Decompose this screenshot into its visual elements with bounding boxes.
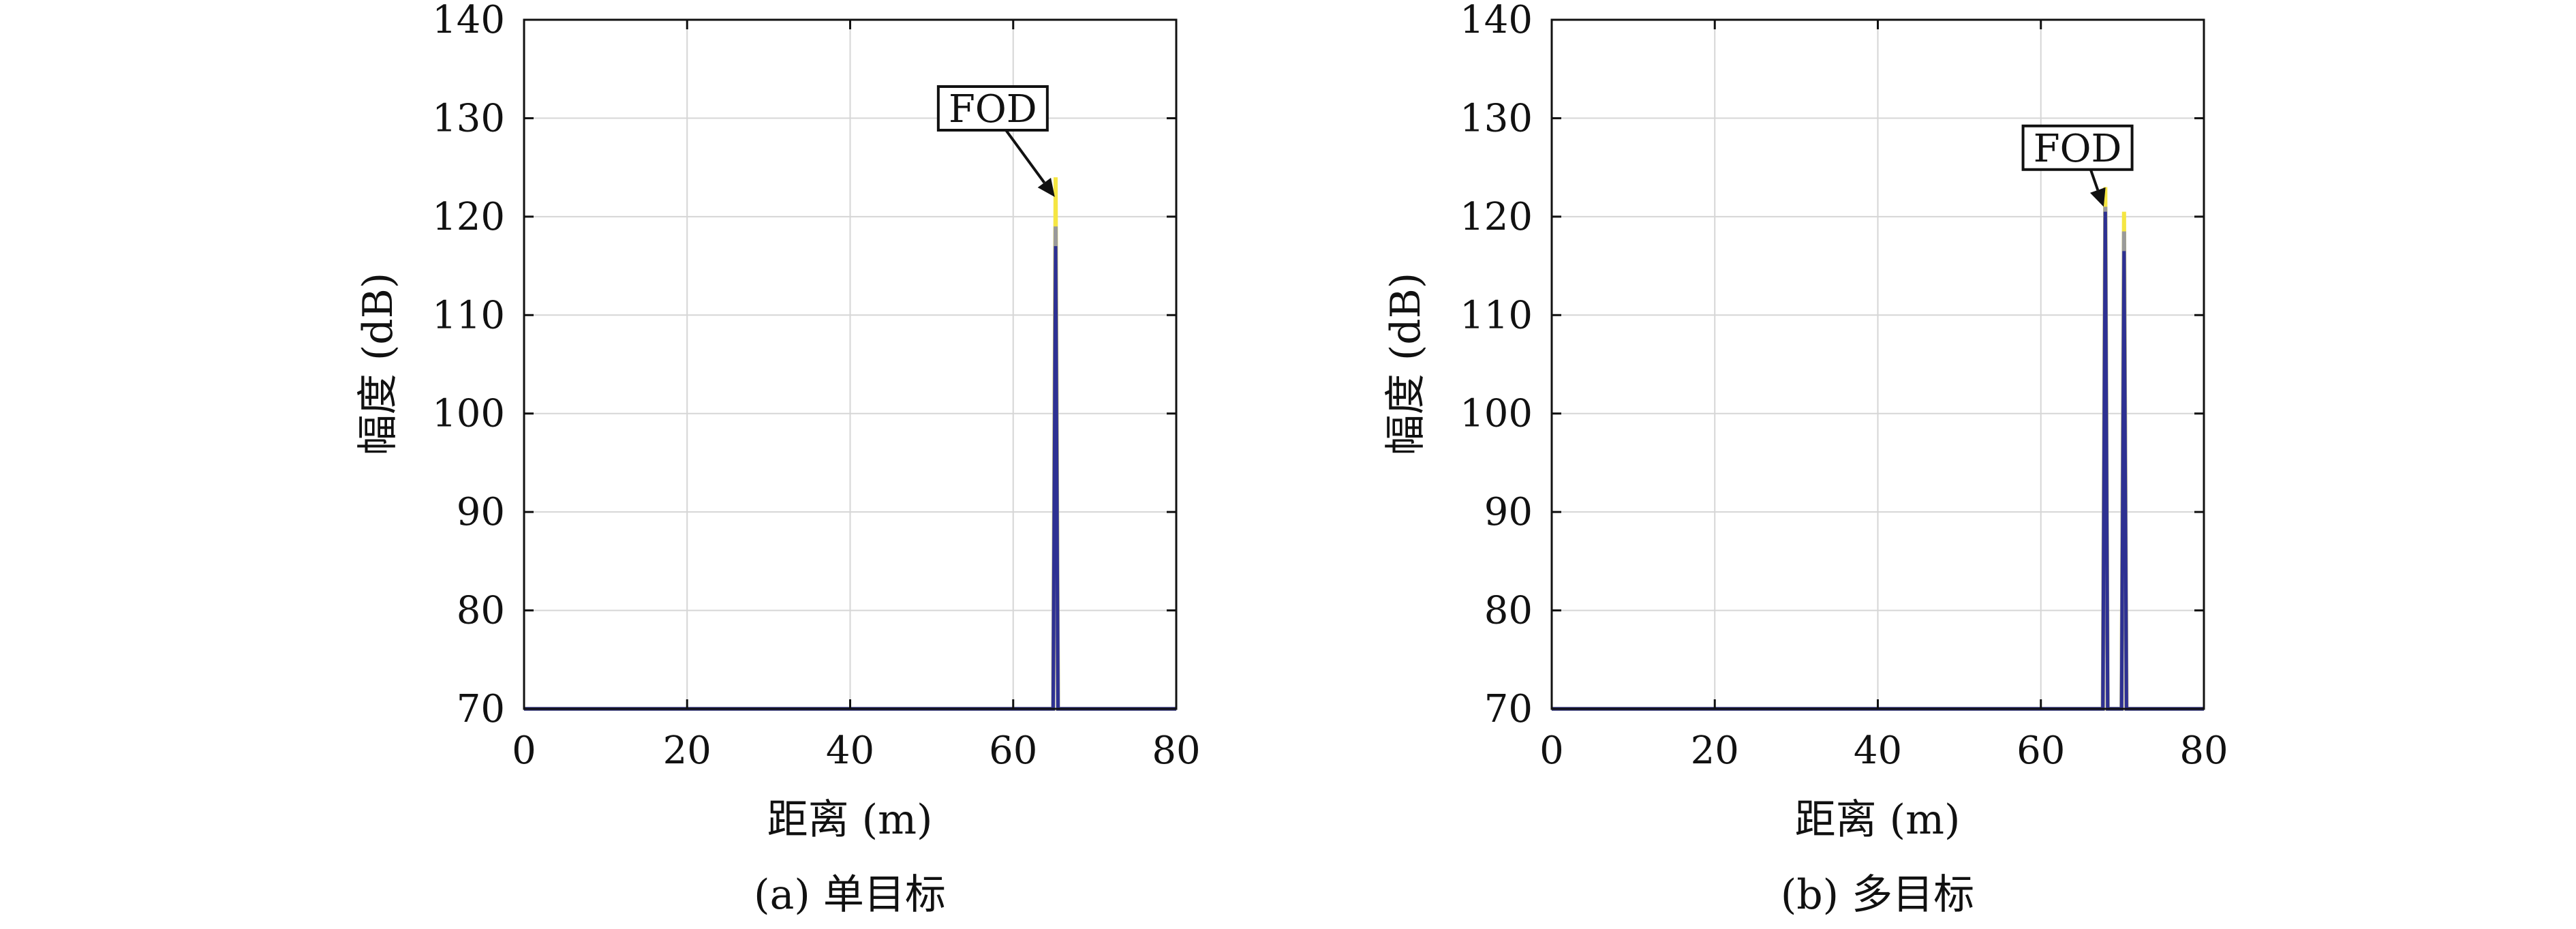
panel-a-y-tick-label-2: 90 bbox=[457, 490, 505, 534]
panel-a-tick-labels: 0 20 40 60 80 70 80 90 100 110 120 130 140 bbox=[432, 0, 1201, 773]
panel-b-y-tick-label-3: 100 bbox=[1460, 392, 1533, 436]
panel-a-x-tick-label-1: 20 bbox=[663, 729, 711, 773]
panel-b-y-tick-label-0: 70 bbox=[1484, 687, 1533, 731]
panel-b-tick-labels: 0 20 40 60 80 70 80 90 100 110 120 130 140 bbox=[1460, 0, 2228, 773]
panel-b-y-tick-label-6: 130 bbox=[1460, 96, 1533, 140]
panel-a-x-tick-label-2: 40 bbox=[826, 729, 874, 773]
panel-a-grid bbox=[524, 20, 1176, 709]
panel-a-y-tick-label-5: 120 bbox=[432, 195, 505, 239]
panel-a-y-axis-label: 幅度 (dB) bbox=[354, 273, 402, 455]
panel-b-annotation-arrow-0 bbox=[2089, 169, 2100, 191]
panel-a-annotation: FOD bbox=[936, 85, 1055, 197]
panel-a-annotation-arrow-0 bbox=[1005, 129, 1046, 184]
panel-a-annotation-label-0: FOD bbox=[949, 87, 1037, 132]
panel-b: 0 20 40 60 80 70 80 90 100 110 120 130 140 FOD 距离 (m… bbox=[1382, 0, 2228, 919]
panel-b-annotation-label-0: FOD bbox=[2034, 127, 2122, 171]
panel-b-y-tick-label-5: 120 bbox=[1460, 195, 1533, 239]
panel-a-x-tick-label-0: 0 bbox=[512, 729, 536, 773]
panel-a-y-tick-label-3: 100 bbox=[432, 392, 505, 436]
panel-a-annotation-arrowhead-0 bbox=[1037, 177, 1055, 197]
panel-b-grid bbox=[1552, 20, 2204, 709]
panel-a-x-tick-label-3: 60 bbox=[989, 729, 1037, 773]
panel-a-y-tick-label-6: 130 bbox=[432, 96, 505, 140]
panel-a-x-axis-label: 距离 (m) bbox=[767, 796, 933, 844]
panel-b-ticks bbox=[1550, 18, 2205, 710]
panel-b-x-tick-label-4: 80 bbox=[2179, 729, 2228, 773]
panel-b-x-tick-label-1: 20 bbox=[1691, 729, 1739, 773]
panel-a-caption: (a) 单目标 bbox=[754, 871, 946, 919]
panel-b-x-tick-label-2: 40 bbox=[1854, 729, 1902, 773]
panel-a-annotation-box-0 bbox=[936, 85, 1049, 132]
panel-a-x-tick-label-4: 80 bbox=[1152, 729, 1200, 773]
panel-a-y-tick-label-1: 80 bbox=[457, 589, 505, 633]
panel-b-y-tick-label-2: 90 bbox=[1484, 490, 1533, 534]
panel-b-annotation-box-0 bbox=[2021, 124, 2134, 171]
panel-b-caption: (b) 多目标 bbox=[1781, 871, 1974, 919]
panel-b-x-tick-label-0: 0 bbox=[1539, 729, 1564, 773]
panel-b-y-tick-label-1: 80 bbox=[1484, 589, 1533, 633]
panel-a-ticks bbox=[523, 18, 1178, 710]
panel-a-y-tick-label-4: 110 bbox=[432, 293, 505, 337]
panel-a-y-tick-label-7: 140 bbox=[432, 0, 505, 42]
panel-b-y-tick-label-4: 110 bbox=[1460, 293, 1533, 337]
panel-b-x-tick-label-3: 60 bbox=[2017, 729, 2065, 773]
panel-a-y-tick-label-0: 70 bbox=[457, 687, 505, 731]
panel-b-annotation: FOD bbox=[2021, 124, 2134, 207]
panel-b-y-axis-label: 幅度 (dB) bbox=[1382, 273, 1430, 455]
panel-b-x-axis-label: 距离 (m) bbox=[1795, 796, 1961, 844]
panel-a: 0 20 40 60 80 70 80 90 100 110 120 130 140 FOD 距离 (m… bbox=[354, 0, 1201, 919]
panel-b-y-tick-label-7: 140 bbox=[1460, 0, 1533, 42]
panel-b-annotation-arrowhead-0 bbox=[2089, 187, 2106, 207]
